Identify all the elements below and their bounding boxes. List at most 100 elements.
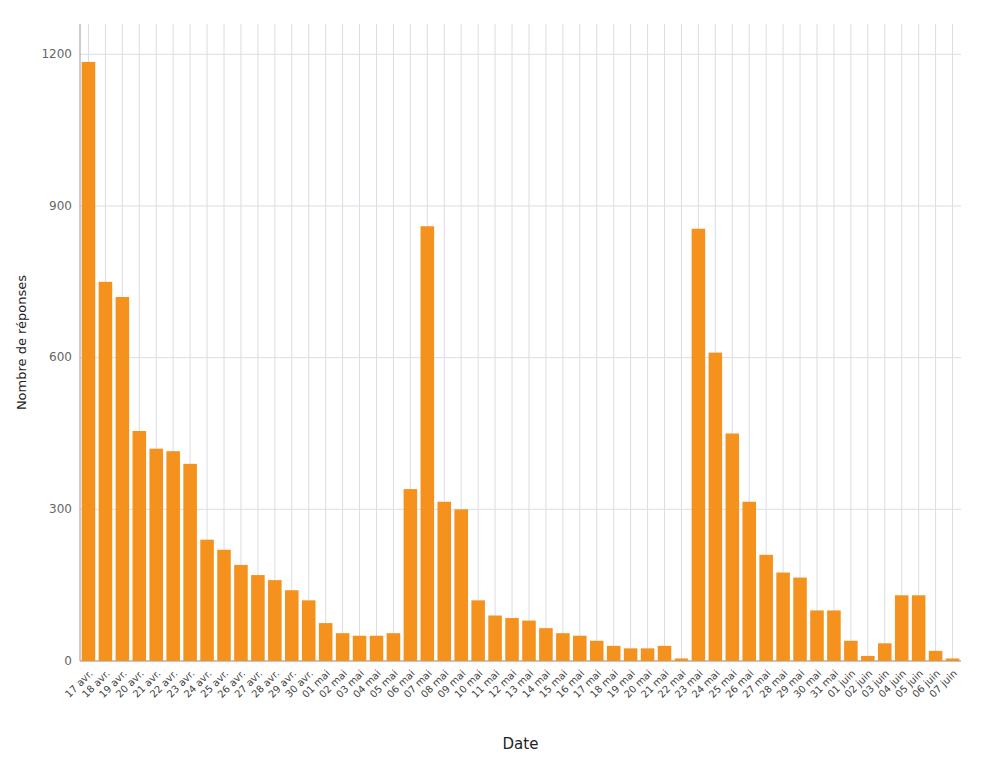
grid-line-x <box>647 24 648 661</box>
grid-line-x <box>952 24 953 661</box>
bar <box>82 62 96 661</box>
bar <box>607 646 621 661</box>
bars <box>82 62 960 661</box>
bar <box>353 636 367 661</box>
grid-line-x <box>359 24 360 661</box>
bar <box>810 610 824 661</box>
grid-line-x <box>512 24 513 661</box>
bar <box>454 509 468 661</box>
grid-line-y <box>80 206 961 207</box>
y-tick-label: 600 <box>49 350 72 364</box>
bar <box>268 580 282 661</box>
bar <box>946 658 960 661</box>
bar <box>149 449 163 661</box>
y-tick-label: 900 <box>49 199 72 213</box>
bar <box>573 636 587 661</box>
bar <box>759 555 773 661</box>
grid-line-x <box>393 24 394 661</box>
bar <box>336 633 350 661</box>
grid-line-x <box>681 24 682 661</box>
chart-container: 0 300 600 900 1200 17 avr.18 avr.19 avr.20 av… <box>0 0 981 761</box>
grid-line-x <box>325 24 326 661</box>
bar <box>505 618 519 661</box>
y-tick-label: 300 <box>49 502 72 516</box>
bar <box>488 616 502 662</box>
grid-line-x <box>783 24 784 661</box>
grid-line-x <box>833 24 834 661</box>
grid-line-x <box>630 24 631 661</box>
bar <box>844 641 858 661</box>
bar <box>692 229 706 661</box>
bar <box>99 282 113 661</box>
bar <box>539 628 553 661</box>
x-axis: 17 avr.18 avr.19 avr.20 avr.21 avr.22 av… <box>63 668 959 700</box>
y-axis-label: Nombre de réponses <box>14 275 29 410</box>
grid-line-x <box>901 24 902 661</box>
bar <box>590 641 604 661</box>
bar <box>742 502 756 661</box>
y-axis: 0 300 600 900 1200 <box>41 47 72 668</box>
grid-line-x <box>257 24 258 661</box>
bar <box>437 502 451 661</box>
bar <box>776 573 790 661</box>
grid-line-x <box>816 24 817 661</box>
bar <box>929 651 943 661</box>
y-tick-label: 0 <box>64 654 72 668</box>
bar <box>641 648 655 661</box>
grid-line-x <box>867 24 868 661</box>
bar <box>200 540 214 661</box>
bar <box>183 464 197 661</box>
bar <box>285 590 299 661</box>
bar <box>116 297 130 661</box>
y-tick-label: 1200 <box>41 47 72 61</box>
grid-line-x <box>376 24 377 661</box>
grid-line-x <box>579 24 580 661</box>
grid-line-y <box>80 357 961 358</box>
bar <box>709 353 723 661</box>
bar <box>726 434 740 662</box>
grid-line-y <box>80 54 961 55</box>
grid <box>80 24 961 661</box>
grid-line-x <box>478 24 479 661</box>
bar <box>387 633 401 661</box>
grid-line-x <box>562 24 563 661</box>
bar <box>471 600 485 661</box>
bar <box>556 633 570 661</box>
chart-svg: 0 300 600 900 1200 17 avr.18 avr.19 avr.20 av… <box>0 0 981 761</box>
grid-line-x <box>800 24 801 661</box>
bar <box>421 226 435 661</box>
grid-line-x <box>613 24 614 661</box>
bar <box>675 658 689 661</box>
grid-line-x <box>850 24 851 661</box>
bar <box>878 643 892 661</box>
grid-line-y <box>80 509 961 510</box>
grid-line-x <box>596 24 597 661</box>
bar <box>217 550 231 661</box>
x-tick-label: 07 juin <box>927 668 959 700</box>
bar <box>370 636 384 661</box>
bar <box>251 575 265 661</box>
grid-line-x <box>664 24 665 661</box>
bar <box>895 595 909 661</box>
bar <box>404 489 418 661</box>
grid-line-x <box>545 24 546 661</box>
grid-line-x <box>495 24 496 661</box>
grid-line-x <box>308 24 309 661</box>
bar <box>827 610 841 661</box>
grid-line-x <box>291 24 292 661</box>
bar <box>624 648 638 661</box>
bar <box>166 451 180 661</box>
bar <box>319 623 333 661</box>
bar <box>522 621 536 661</box>
bar <box>302 600 316 661</box>
grid-line-x <box>935 24 936 661</box>
grid-line-x <box>528 24 529 661</box>
bar <box>861 656 875 661</box>
bar <box>912 595 926 661</box>
bar <box>234 565 248 661</box>
grid-line-x <box>918 24 919 661</box>
bar <box>133 431 147 661</box>
bar <box>658 646 672 661</box>
bar <box>793 578 807 661</box>
y-axis-line <box>80 24 81 661</box>
